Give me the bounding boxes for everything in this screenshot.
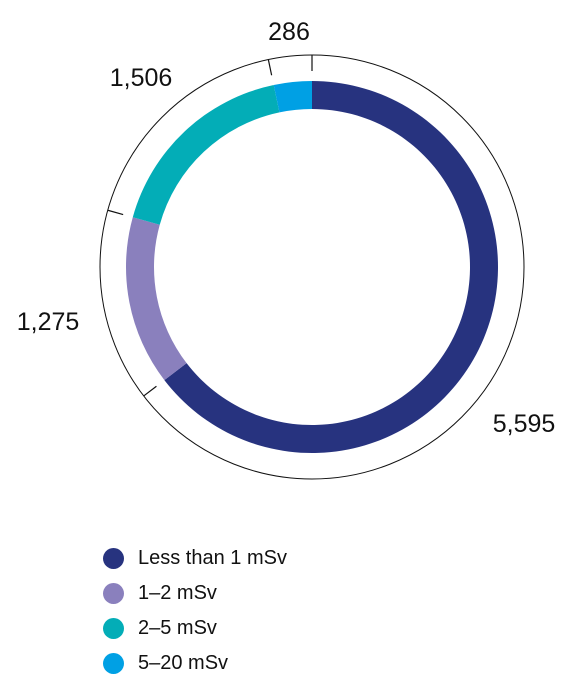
legend-item-less-than-1: Less than 1 mSv: [103, 541, 287, 576]
divider-tick-1-2: [143, 385, 157, 397]
legend-label-1-2: 1–2 mSv: [138, 582, 217, 604]
value-label-5-20: 286: [268, 18, 310, 46]
divider-tick-5-20: [267, 59, 273, 76]
legend-item-1-2: 1–2 mSv: [103, 576, 287, 611]
value-label-2-5: 1,506: [110, 64, 173, 92]
legend-swatch-1-2: [103, 583, 124, 604]
segment-divider-ticks: [107, 55, 313, 397]
donut-slice-2-5: [132, 84, 280, 225]
legend-label-5-20: 5–20 mSv: [138, 652, 229, 674]
value-label-less-than-1: 5,595: [493, 410, 556, 438]
donut-slice-5-20: [273, 81, 312, 113]
legend-item-5-20: 5–20 mSv: [103, 646, 287, 681]
legend-swatch-2-5: [103, 618, 124, 639]
value-label-1-2: 1,275: [17, 308, 80, 336]
legend-item-2-5: 2–5 mSv: [103, 611, 287, 646]
outer-reference-ring: [99, 54, 525, 480]
legend: Less than 1 mSv 1–2 mSv 2–5 mSv 5–20 mSv: [103, 541, 287, 681]
donut-slice-1-2: [126, 217, 187, 381]
divider-tick-2-5: [107, 209, 124, 216]
legend-label-less-than-1: Less than 1 mSv: [138, 547, 287, 569]
donut-slices: [126, 81, 498, 454]
legend-label-2-5: 2–5 mSv: [138, 617, 217, 639]
donut-chart: 5,595 1,275 1,506 286: [17, 18, 556, 480]
legend-swatch-less-than-1: [103, 548, 124, 569]
legend-swatch-5-20: [103, 653, 124, 674]
